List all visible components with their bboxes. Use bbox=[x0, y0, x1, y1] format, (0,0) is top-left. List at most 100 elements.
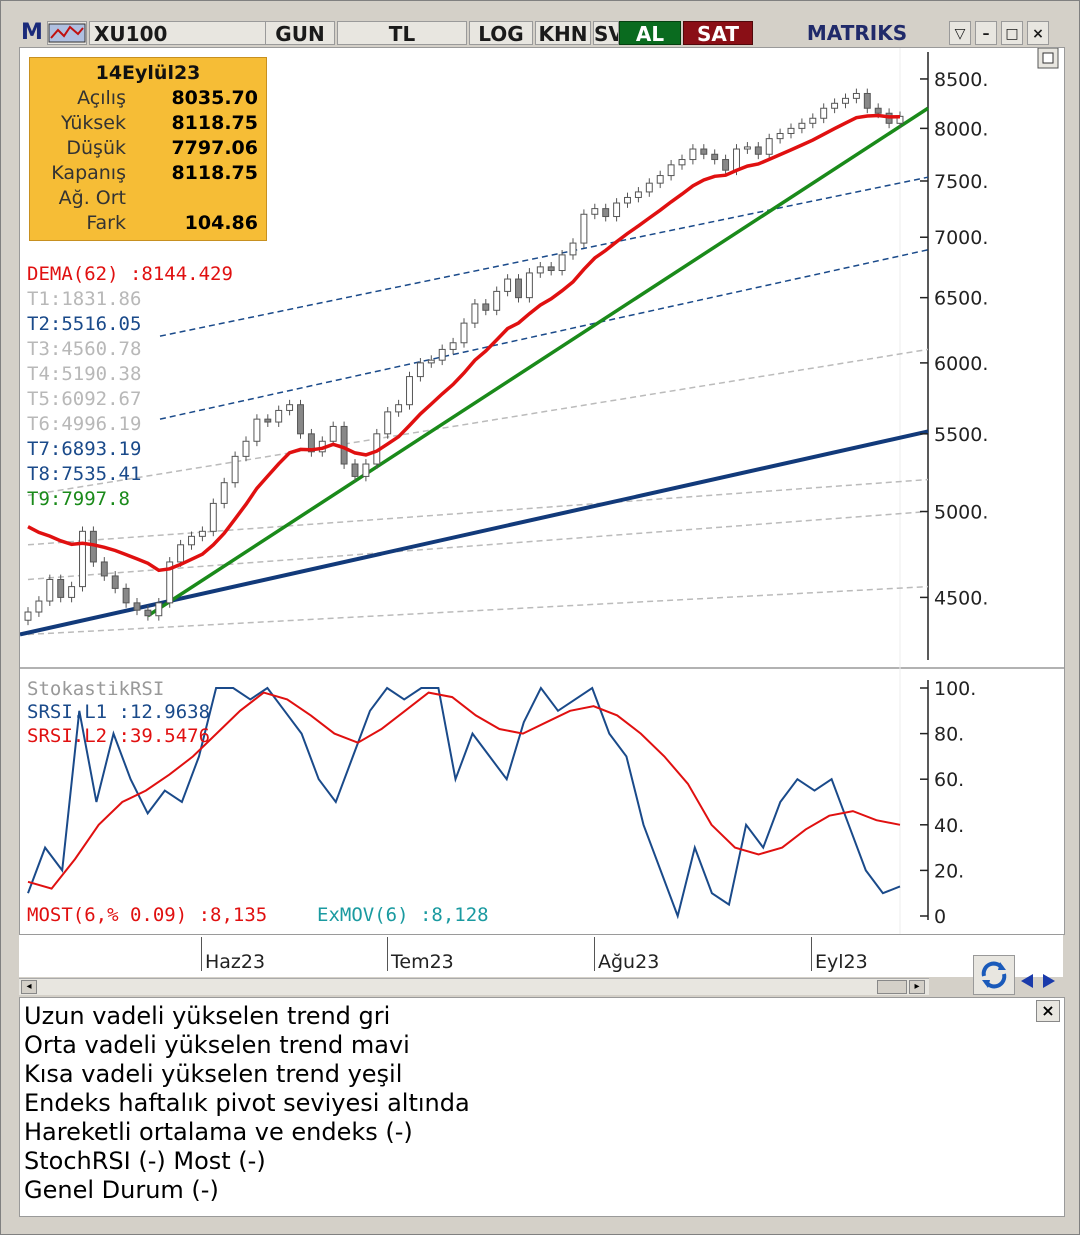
candle-body bbox=[264, 418, 272, 423]
candle-body bbox=[198, 530, 206, 537]
commentary-line: Kısa vadeli yükselen trend yeşil bbox=[24, 1060, 403, 1088]
legend-t2: T2:5516.05 bbox=[27, 313, 142, 335]
candle-body bbox=[166, 561, 174, 604]
nav-right-icon[interactable] bbox=[1039, 971, 1059, 991]
candle-body bbox=[35, 600, 43, 613]
commentary-line: Hareketli ortalama ve endeks (-) bbox=[24, 1118, 413, 1146]
legend-srsi-l1: SRSI.L1 :12.9638 bbox=[27, 701, 211, 723]
nav-left-icon[interactable] bbox=[1017, 971, 1037, 991]
candle-body bbox=[896, 115, 904, 124]
candle-body bbox=[558, 254, 566, 272]
price-tick-label: 6500. bbox=[934, 288, 988, 310]
price-tick-label: 7000. bbox=[934, 227, 988, 249]
x-tick bbox=[594, 937, 595, 971]
candle-body bbox=[297, 404, 304, 435]
close-icon[interactable]: × bbox=[1027, 21, 1049, 45]
info-label: Kapanış bbox=[51, 162, 126, 184]
price-tick-label: 8500. bbox=[934, 69, 988, 91]
horizontal-scrollbar[interactable]: ◂ ▸ bbox=[19, 978, 929, 995]
candle-body bbox=[547, 266, 555, 272]
candle-body bbox=[482, 303, 490, 311]
candle-body bbox=[155, 602, 163, 617]
candle-body bbox=[24, 611, 32, 621]
candle-body bbox=[438, 348, 446, 361]
scroll-left-icon[interactable]: ◂ bbox=[21, 980, 37, 994]
sv-button[interactable]: SV bbox=[593, 21, 619, 45]
candle-body bbox=[416, 362, 424, 378]
candle-body bbox=[362, 463, 370, 477]
srsi-tick-label: 100. bbox=[934, 678, 976, 700]
info-value: 8035.70 bbox=[171, 87, 258, 109]
legend-exmov: ExMOV(6) :8,128 bbox=[317, 904, 489, 926]
chart-type-icon[interactable] bbox=[47, 21, 87, 45]
short-trend-line bbox=[146, 106, 929, 618]
commentary-close-icon[interactable]: × bbox=[1036, 1000, 1060, 1022]
legend-t5: T5:6092.67 bbox=[27, 388, 142, 410]
candle-body bbox=[188, 535, 195, 546]
info-row-close: Kapanış 8118.75 bbox=[30, 162, 266, 187]
candle-body bbox=[798, 122, 806, 129]
x-tick-label: Eyl23 bbox=[815, 951, 868, 973]
scroll-right-icon[interactable]: ▸ bbox=[909, 980, 925, 994]
price-tick-label: 7500. bbox=[934, 171, 988, 193]
candle-body bbox=[787, 127, 795, 134]
candle-body bbox=[427, 359, 435, 364]
candle-body bbox=[765, 138, 773, 155]
info-row-open: Açılış 8035.70 bbox=[30, 87, 266, 112]
symbol-field[interactable]: XU100 bbox=[89, 21, 279, 45]
price-tick-label: 5500. bbox=[934, 424, 988, 446]
legend-srsi-title: StokastikRSI bbox=[27, 678, 165, 700]
candle-body bbox=[46, 578, 54, 602]
candle-body bbox=[253, 418, 261, 442]
period-button[interactable]: GUN bbox=[265, 21, 335, 45]
guide-blue-line bbox=[159, 176, 929, 337]
info-label: Düşük bbox=[66, 137, 126, 159]
price-tick-label: 4500. bbox=[934, 587, 988, 609]
scroll-thumb[interactable] bbox=[877, 980, 907, 994]
legend-t6: T6:4996.19 bbox=[27, 413, 142, 435]
buy-button[interactable]: AL bbox=[619, 21, 681, 45]
guide-grey-line bbox=[27, 585, 929, 636]
legend-srsi-l2: SRSI.L2 :39.5476 bbox=[27, 725, 211, 747]
log-button[interactable]: LOG bbox=[469, 21, 533, 45]
refresh-icon[interactable] bbox=[973, 955, 1015, 995]
info-value: 7797.06 bbox=[171, 137, 258, 159]
candle-body bbox=[449, 342, 457, 350]
commentary-line: Uzun vadeli yükselen trend gri bbox=[24, 1002, 391, 1030]
candle-body bbox=[591, 208, 599, 215]
candle-body bbox=[831, 102, 839, 109]
candle-body bbox=[613, 202, 621, 218]
commentary-line: Endeks haftalık pivot seviyesi altında bbox=[24, 1089, 470, 1117]
candle-body bbox=[569, 242, 577, 256]
candle-body bbox=[275, 409, 283, 423]
maximize-icon[interactable]: □ bbox=[1001, 21, 1023, 45]
minimize-icon[interactable]: – bbox=[975, 21, 997, 45]
x-tick bbox=[811, 937, 812, 971]
candle-body bbox=[79, 530, 86, 588]
candle-body bbox=[776, 132, 784, 140]
candle-body bbox=[536, 266, 544, 274]
candle-body bbox=[286, 404, 294, 411]
commentary-line: Orta vadeli yükselen trend mavi bbox=[24, 1031, 410, 1059]
legend-t4: T4:5190.38 bbox=[27, 363, 142, 385]
candle-body bbox=[329, 425, 337, 442]
khn-button[interactable]: KHN bbox=[535, 21, 591, 45]
candle-body bbox=[384, 411, 392, 435]
candle-body bbox=[733, 148, 740, 171]
sell-button[interactable]: SAT bbox=[683, 21, 753, 45]
candle-body bbox=[307, 433, 315, 453]
candle-body bbox=[863, 92, 871, 109]
srsi-tick-label: 20. bbox=[934, 860, 964, 882]
candle-body bbox=[209, 502, 217, 532]
currency-button[interactable]: TL bbox=[337, 21, 467, 45]
srsi-l2-line bbox=[27, 691, 901, 890]
x-tick bbox=[387, 937, 388, 971]
pane-expand-icon-inner bbox=[1042, 52, 1054, 64]
legend-most: MOST(6,% 0.09) :8,135 bbox=[27, 904, 268, 926]
candle-body bbox=[580, 213, 588, 244]
candle-body bbox=[122, 587, 130, 604]
candle-body bbox=[351, 463, 359, 477]
info-date: 14Eylül23 bbox=[95, 62, 201, 84]
dropdown-icon[interactable]: ▽ bbox=[949, 21, 971, 45]
candle-body bbox=[515, 278, 522, 299]
